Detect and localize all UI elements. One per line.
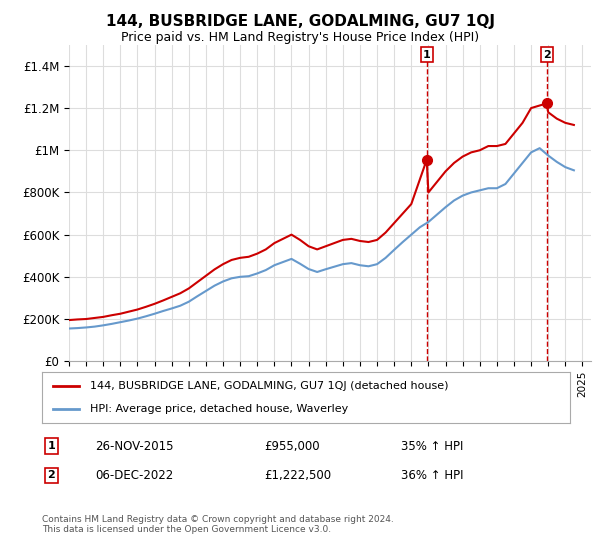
Text: 144, BUSBRIDGE LANE, GODALMING, GU7 1QJ: 144, BUSBRIDGE LANE, GODALMING, GU7 1QJ	[106, 14, 494, 29]
Text: 2: 2	[47, 470, 55, 480]
Text: 06-DEC-2022: 06-DEC-2022	[95, 469, 173, 482]
Text: £955,000: £955,000	[264, 440, 319, 452]
Text: Price paid vs. HM Land Registry's House Price Index (HPI): Price paid vs. HM Land Registry's House …	[121, 31, 479, 44]
Text: 36% ↑ HPI: 36% ↑ HPI	[401, 469, 464, 482]
Text: 35% ↑ HPI: 35% ↑ HPI	[401, 440, 463, 452]
Text: 1: 1	[423, 49, 431, 59]
Text: 2: 2	[543, 49, 551, 59]
Text: 1: 1	[47, 441, 55, 451]
Text: 26-NOV-2015: 26-NOV-2015	[95, 440, 173, 452]
Text: Contains HM Land Registry data © Crown copyright and database right 2024.
This d: Contains HM Land Registry data © Crown c…	[42, 515, 394, 534]
Text: 144, BUSBRIDGE LANE, GODALMING, GU7 1QJ (detached house): 144, BUSBRIDGE LANE, GODALMING, GU7 1QJ …	[89, 381, 448, 391]
Text: HPI: Average price, detached house, Waverley: HPI: Average price, detached house, Wave…	[89, 404, 348, 414]
Text: £1,222,500: £1,222,500	[264, 469, 331, 482]
